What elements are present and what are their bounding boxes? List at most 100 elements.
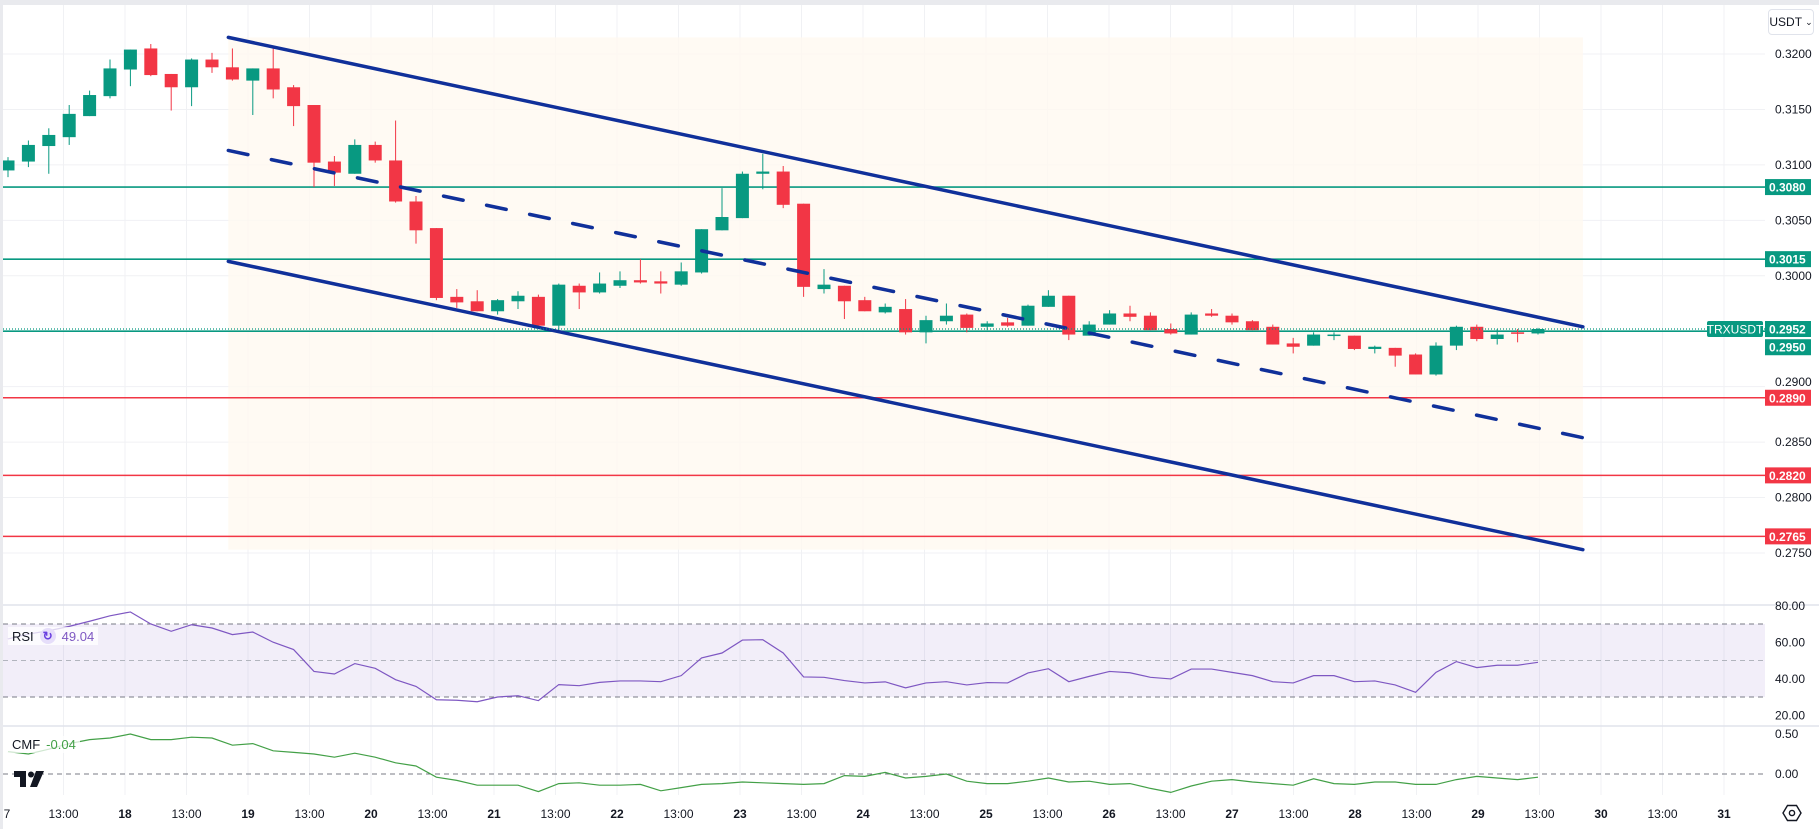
candle-body <box>62 113 76 138</box>
bearish-candle <box>1143 312 1157 331</box>
time-axis-label: 26 <box>1102 807 1116 821</box>
candle-body <box>123 49 137 70</box>
bullish-candle <box>348 139 362 174</box>
level-price-label: 0.2820 <box>1769 469 1806 483</box>
time-axis-label: 13:00 <box>663 807 693 821</box>
time-axis-label: 20 <box>364 807 378 821</box>
bearish-candle <box>1409 353 1423 375</box>
level-price-label: 0.3015 <box>1769 253 1806 267</box>
rsi-value: 49.04 <box>61 628 95 644</box>
price-axis-label: 0.3150 <box>1775 102 1812 116</box>
bearish-candle <box>1266 324 1280 345</box>
price-axis-label: 0.3100 <box>1775 158 1812 172</box>
bullish-candle <box>246 68 260 115</box>
candle-body <box>1143 315 1157 331</box>
level-price-label: 0.2950 <box>1769 341 1806 355</box>
cmf-legend[interactable]: CMF -0.04 <box>8 736 80 753</box>
candle-body <box>797 203 811 287</box>
candle-body <box>858 300 872 312</box>
last-price-tag <box>1765 321 1811 338</box>
candle-body <box>185 59 199 88</box>
candle-body <box>1 160 15 171</box>
candle-body <box>83 95 97 117</box>
rsi-line <box>7 611 1539 703</box>
candle-body <box>1001 322 1015 326</box>
candle-body <box>1429 345 1443 375</box>
top-border <box>0 0 1819 5</box>
time-axis-label: 13:00 <box>1278 807 1308 821</box>
bearish-candle <box>266 47 280 99</box>
bullish-candle <box>83 90 97 117</box>
settings-icon[interactable] <box>1782 803 1802 823</box>
channel-upper-line <box>226 35 1585 329</box>
bullish-candle <box>123 49 137 87</box>
currency-label: USDT <box>1769 15 1803 29</box>
cmf-axis-label: 0.00 <box>1775 767 1799 781</box>
cmf-value: -0.04 <box>46 737 76 752</box>
bullish-candle <box>817 269 831 294</box>
candle-body <box>1531 329 1545 334</box>
bullish-candle <box>613 271 627 288</box>
price-axis-label: 0.2850 <box>1775 435 1812 449</box>
channel-middle-line <box>226 148 1585 440</box>
bullish-candle <box>42 128 56 174</box>
candle-body <box>531 296 545 326</box>
candle-body <box>1184 314 1198 335</box>
bearish-candle <box>287 85 301 127</box>
time-axis-label: 27 <box>1225 807 1239 821</box>
bullish-candle <box>1307 332 1321 346</box>
candle-body <box>21 144 35 162</box>
tradingview-logo-icon[interactable] <box>14 771 46 787</box>
bearish-candle <box>409 195 423 244</box>
bullish-candle <box>1327 332 1341 341</box>
time-axis-label: 13:00 <box>540 807 570 821</box>
bullish-candle <box>21 140 35 168</box>
candle-body <box>919 320 933 333</box>
bearish-candle <box>450 289 464 308</box>
bearish-candle <box>899 299 913 335</box>
bullish-candle <box>735 171 749 219</box>
bearish-candle <box>470 290 484 312</box>
rsi-legend[interactable]: RSI ↻ 49.04 <box>8 627 99 645</box>
candle-body <box>756 171 770 174</box>
bullish-candle <box>62 105 76 145</box>
bearish-candle <box>368 141 382 163</box>
price-axis-label: 0.2900 <box>1775 375 1812 389</box>
time-axis-label: 31 <box>1717 807 1731 821</box>
candle-body <box>980 323 994 327</box>
candle-body <box>674 271 688 285</box>
rsi-axis-label: 20.00 <box>1775 708 1805 722</box>
time-axis-label: 18 <box>118 807 132 821</box>
candle-body <box>1225 315 1239 323</box>
candle-body <box>287 87 301 107</box>
resistance-level-tag <box>1765 467 1811 484</box>
time-axis-label: 13:00 <box>786 807 816 821</box>
candle-body <box>552 284 566 326</box>
symbol-label: TRXUSDT <box>1707 323 1764 337</box>
time-axis-label: 13:00 <box>1401 807 1431 821</box>
bearish-candle <box>1388 347 1402 367</box>
candle-body <box>817 284 831 290</box>
bearish-candle <box>205 52 219 73</box>
candle-body <box>939 315 953 322</box>
candle-body <box>1021 305 1035 326</box>
candle-body <box>1511 332 1525 334</box>
time-axis-label: 13:00 <box>1155 807 1185 821</box>
candle-body <box>409 201 423 231</box>
bearish-candle <box>389 120 403 203</box>
price-axis-label: 0.3000 <box>1775 269 1812 283</box>
candle-body <box>1409 354 1423 375</box>
candle-body <box>1368 346 1382 349</box>
refresh-icon[interactable]: ↻ <box>39 628 56 644</box>
candle-body <box>654 281 668 284</box>
candle-body <box>1327 334 1341 337</box>
time-axis-label: 13:00 <box>1647 807 1677 821</box>
bullish-candle <box>674 262 688 286</box>
candle-body <box>1449 326 1463 346</box>
currency-selector[interactable]: USDT ⌄ <box>1768 9 1814 35</box>
candle-body <box>1286 343 1300 347</box>
candle-body <box>633 280 647 283</box>
time-axis-label: 28 <box>1348 807 1362 821</box>
bullish-candle <box>756 153 770 190</box>
